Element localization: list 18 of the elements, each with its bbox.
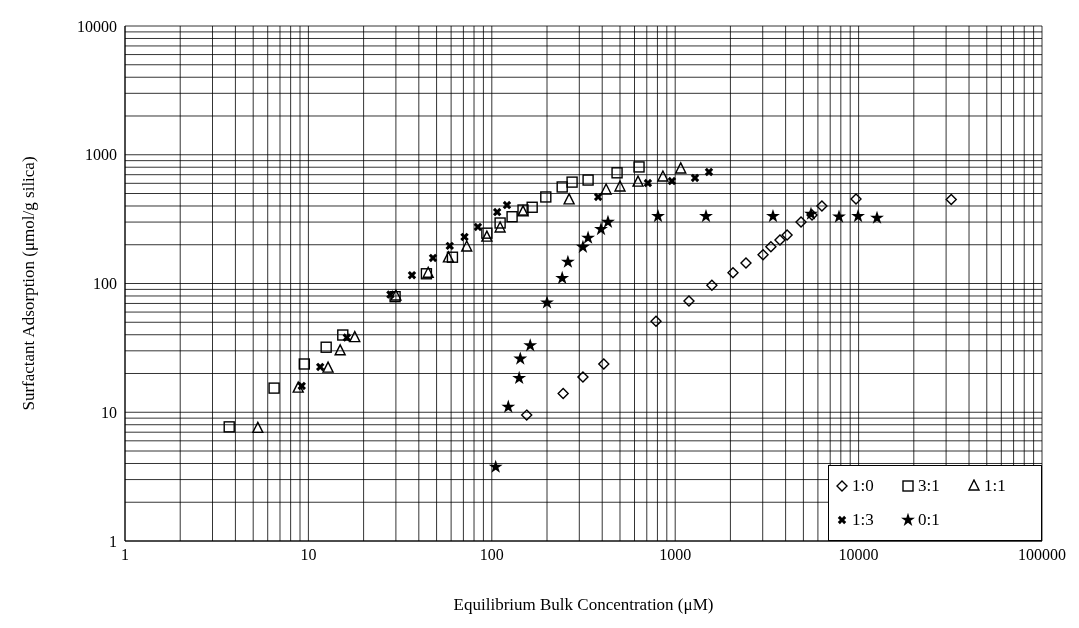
- legend-label: 1:0: [852, 476, 874, 496]
- y-tick-label: 100: [93, 275, 117, 293]
- y-tick-label: 1: [109, 532, 117, 550]
- x-tick-label: 10000: [838, 546, 879, 564]
- y-tick-label: 1000: [85, 146, 117, 164]
- y-axis-title: Surfactant Adsorption (μmol/g silica): [19, 156, 39, 411]
- y-tick-label: 10000: [77, 17, 117, 35]
- x-tick-label: 1000: [659, 546, 692, 564]
- x-tick-label: 100: [479, 546, 504, 564]
- legend-label: 1:1: [984, 476, 1006, 496]
- legend-label: 3:1: [918, 476, 940, 496]
- x-tick-label: 10: [300, 546, 317, 564]
- legend-label: 0:1: [918, 510, 940, 530]
- x-axis-title: Equilibrium Bulk Concentration (μM): [453, 595, 714, 614]
- x-tick-label: 100000: [1018, 546, 1066, 564]
- y-tick-label: 10: [101, 403, 117, 421]
- legend-label: 1:3: [852, 510, 874, 530]
- x-tick-label: 1: [121, 546, 129, 564]
